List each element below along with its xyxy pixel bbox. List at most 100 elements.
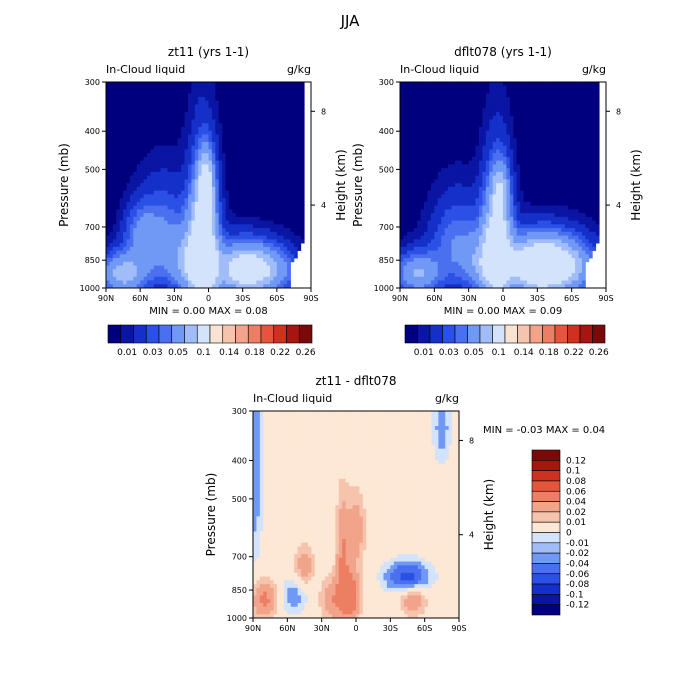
heatmap-cell: [270, 276, 274, 281]
heatmap-cell: [287, 108, 291, 113]
heatmap-cell: [157, 171, 162, 177]
heatmap-cell: [119, 235, 124, 240]
heatmap-cell: [441, 209, 446, 214]
heatmap-cell: [153, 231, 158, 236]
heatmap-cell: [420, 119, 425, 124]
heatmap-cell: [133, 250, 138, 255]
heatmap-cell: [496, 85, 500, 90]
heatmap-cell: [232, 239, 237, 244]
heatmap-cell: [454, 201, 459, 206]
heatmap-cell: [112, 100, 117, 105]
heatmap-cell: [266, 134, 271, 139]
heatmap-cell: [252, 276, 257, 281]
heatmap-cell: [280, 205, 285, 210]
heatmap-cell: [280, 96, 285, 102]
heatmap-cell: [448, 168, 452, 173]
heatmap-cell: [136, 209, 141, 214]
heatmap-cell: [434, 175, 439, 180]
heatmap-cell: [263, 179, 267, 184]
heatmap-cell: [461, 104, 466, 109]
heatmap-cell: [232, 138, 237, 143]
heatmap-cell: [106, 111, 110, 117]
heatmap-cell: [133, 149, 138, 154]
heatmap-cell: [266, 186, 271, 192]
heatmap-cell: [496, 111, 500, 117]
heatmap-cell: [417, 220, 421, 225]
heatmap-cell: [273, 231, 278, 236]
heatmap-cell: [116, 276, 121, 281]
heatmap-cell: [194, 164, 199, 169]
heatmap-cell: [256, 186, 261, 192]
heatmap-cell: [218, 198, 223, 203]
heatmap-cell: [116, 149, 121, 154]
heatmap-cell: [266, 258, 271, 263]
heatmap-cell: [218, 156, 223, 162]
heatmap-cell: [246, 93, 250, 98]
heatmap-cell: [293, 160, 298, 165]
heatmap-cell: [249, 261, 254, 266]
heatmap-cell: [177, 89, 182, 94]
heatmap-cell: [167, 134, 172, 139]
heatmap-cell: [211, 239, 216, 244]
heatmap-cell: [441, 198, 446, 203]
heatmap-cell: [403, 258, 408, 263]
heatmap-cell: [485, 246, 490, 251]
heatmap-cell: [472, 160, 476, 165]
heatmap-cell: [109, 250, 114, 255]
heatmap-cell: [297, 156, 302, 162]
heatmap-cell: [465, 265, 470, 270]
heatmap-cell: [485, 216, 490, 221]
heatmap-cell: [249, 258, 254, 263]
heatmap-cell: [191, 235, 196, 240]
heatmap-cell: [177, 175, 182, 180]
heatmap-cell: [188, 175, 192, 180]
heatmap-cell: [297, 134, 302, 139]
heatmap-cell: [430, 273, 435, 278]
heatmap-cell: [181, 111, 185, 117]
heatmap-cell: [215, 82, 220, 87]
heatmap-cell: [143, 134, 148, 139]
heatmap-cell: [106, 258, 110, 263]
heatmap-cell: [242, 149, 247, 154]
heatmap-cell: [205, 254, 209, 259]
heatmap-cell: [290, 168, 295, 173]
heatmap-cell: [478, 156, 483, 162]
heatmap-cell: [489, 269, 494, 274]
heatmap-cell: [485, 198, 490, 203]
heatmap-cell: [140, 126, 144, 132]
heatmap-cell: [106, 231, 110, 236]
heatmap-cell: [458, 160, 463, 165]
heatmap-cell: [239, 160, 244, 165]
heatmap-cell: [188, 235, 192, 240]
heatmap-cell: [242, 153, 247, 158]
heatmap-cell: [430, 89, 435, 94]
heatmap-cell: [458, 96, 463, 102]
heatmap-cell: [290, 175, 295, 180]
heatmap-cell: [503, 149, 507, 154]
heatmap-cell: [489, 85, 494, 90]
heatmap-cell: [420, 220, 425, 225]
heatmap-cell: [205, 179, 209, 184]
heatmap-cell: [290, 201, 295, 206]
heatmap-cell: [266, 213, 271, 218]
heatmap-cell: [489, 205, 494, 210]
heatmap-cell: [276, 209, 281, 214]
heatmap-cell: [448, 141, 452, 147]
heatmap-cell: [136, 141, 141, 147]
heatmap-cell: [454, 138, 459, 143]
heatmap-cell: [468, 201, 473, 206]
heatmap-cell: [191, 239, 196, 244]
heatmap-cell: [283, 261, 288, 266]
heatmap-cell: [287, 224, 291, 229]
heatmap-cell: [133, 96, 138, 102]
heatmap-cell: [249, 153, 254, 158]
heatmap-cell: [430, 123, 435, 128]
heatmap-cell: [106, 235, 110, 240]
heatmap-cell: [259, 280, 264, 285]
heatmap-cell: [420, 231, 425, 236]
heatmap-cell: [174, 273, 179, 278]
heatmap-cell: [229, 235, 233, 240]
heatmap-cell: [167, 186, 172, 192]
heatmap-cell: [441, 258, 446, 263]
heatmap-cell: [246, 269, 250, 274]
